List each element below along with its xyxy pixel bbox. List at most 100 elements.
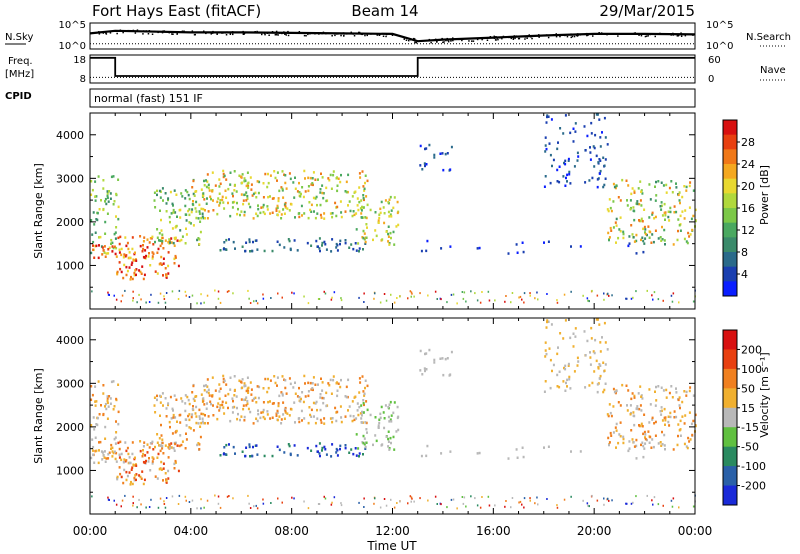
- scatter-cell: [117, 422, 120, 426]
- scatter-cell: [228, 443, 230, 446]
- scatter-cell: [692, 300, 695, 303]
- scatter-cell: [598, 323, 601, 326]
- nsky-point: [153, 30, 156, 33]
- scatter-cell: [156, 251, 159, 254]
- scatter-cell: [200, 293, 202, 296]
- scatter-cell: [462, 502, 465, 505]
- scatter-cell: [399, 295, 401, 298]
- scatter-cell: [184, 409, 187, 413]
- scatter-cell: [566, 173, 569, 177]
- scatter-cell: [663, 211, 666, 215]
- colorbar-swatch: [723, 427, 737, 448]
- scatter-cell: [164, 397, 167, 400]
- scatter-cell: [145, 506, 147, 509]
- scatter-cell: [130, 263, 133, 266]
- scatter-cell: [241, 378, 244, 381]
- nsky-point: [275, 30, 278, 33]
- scatter-cell: [174, 256, 177, 259]
- scatter-cell: [302, 400, 305, 404]
- scatter-cell: [165, 210, 168, 213]
- scatter-cell: [257, 409, 259, 412]
- scatter-cell: [180, 192, 183, 195]
- scatter-cell: [635, 252, 638, 255]
- scatter-cell: [142, 247, 145, 251]
- scatter-cell: [545, 326, 548, 329]
- scatter-cell: [619, 230, 622, 233]
- nsky-point: [552, 34, 555, 36]
- scatter-cell: [148, 252, 150, 255]
- scatter-cell: [324, 292, 327, 295]
- scatter-cell: [218, 192, 221, 195]
- scatter-cell: [192, 397, 195, 401]
- scatter-cell: [197, 442, 200, 445]
- scatter-cell: [280, 418, 283, 421]
- scatter-cell: [635, 444, 638, 448]
- scatter-cell: [649, 230, 652, 234]
- nsky-point: [275, 33, 277, 36]
- scatter-cell: [111, 250, 114, 253]
- scatter-cell: [218, 390, 221, 393]
- scatter-cell: [249, 455, 251, 458]
- scatter-cell: [223, 174, 226, 178]
- scatter-cell: [141, 455, 144, 458]
- nsky-point: [183, 30, 185, 32]
- scatter-cell: [450, 145, 453, 149]
- scatter-cell: [677, 229, 679, 233]
- scatter-cell: [306, 446, 309, 450]
- scatter-cell: [327, 382, 330, 385]
- scatter-cell: [290, 203, 293, 206]
- scatter-cell: [253, 300, 255, 303]
- nsky-point: [528, 34, 530, 36]
- scatter-cell: [651, 211, 654, 215]
- scatter-cell: [633, 414, 636, 418]
- scatter-cell: [608, 294, 610, 297]
- scatter-cell: [596, 178, 599, 181]
- scatter-cell: [388, 448, 391, 451]
- scatter-cell: [188, 208, 191, 211]
- nsky-point: [501, 37, 503, 40]
- scatter-cell: [123, 458, 126, 461]
- scatter-cell: [175, 193, 178, 196]
- scatter-cell: [551, 164, 553, 168]
- scatter-cell: [607, 209, 610, 213]
- scatter-cell: [223, 241, 226, 244]
- scatter-cell: [636, 202, 639, 206]
- nsky-point: [263, 31, 266, 34]
- scatter-cell: [114, 231, 117, 234]
- scatter-cell: [544, 150, 547, 153]
- nsky-point: [322, 31, 325, 34]
- nsky-point: [440, 38, 443, 41]
- nsky-point: [221, 32, 223, 34]
- scatter-cell: [240, 210, 243, 213]
- scatter-cell: [275, 414, 278, 417]
- scatter-cell: [90, 219, 93, 222]
- scatter-cell: [107, 405, 110, 408]
- scatter-cell: [288, 444, 291, 448]
- scatter-cell: [598, 377, 601, 380]
- scatter-cell: [439, 152, 442, 155]
- scatter-cell: [208, 394, 211, 397]
- scatter-cell: [614, 221, 617, 224]
- nsky-point: [508, 36, 510, 39]
- scatter-cell: [663, 433, 666, 437]
- scatter-cell: [654, 215, 657, 219]
- scatter-cell: [120, 270, 123, 274]
- scatter-cell: [577, 155, 580, 158]
- scatter-cell: [583, 125, 586, 128]
- scatter-cell: [161, 242, 164, 245]
- scatter-cell: [288, 414, 291, 417]
- scatter-cell: [567, 159, 570, 162]
- scatter-cell: [284, 386, 287, 390]
- scatter-cell: [170, 442, 173, 445]
- scatter-cell: [633, 191, 636, 194]
- scatter-cell: [221, 195, 224, 199]
- scatter-cell: [304, 395, 307, 398]
- scatter-cell: [167, 477, 170, 480]
- nsky-point: [493, 37, 496, 39]
- scatter-cell: [609, 206, 612, 210]
- station-title: Fort Hays East (fitACF): [92, 2, 261, 20]
- scatter-cell: [387, 440, 390, 443]
- scatter-cell: [160, 255, 163, 259]
- scatter-cell: [355, 417, 358, 420]
- scatter-cell: [165, 481, 168, 484]
